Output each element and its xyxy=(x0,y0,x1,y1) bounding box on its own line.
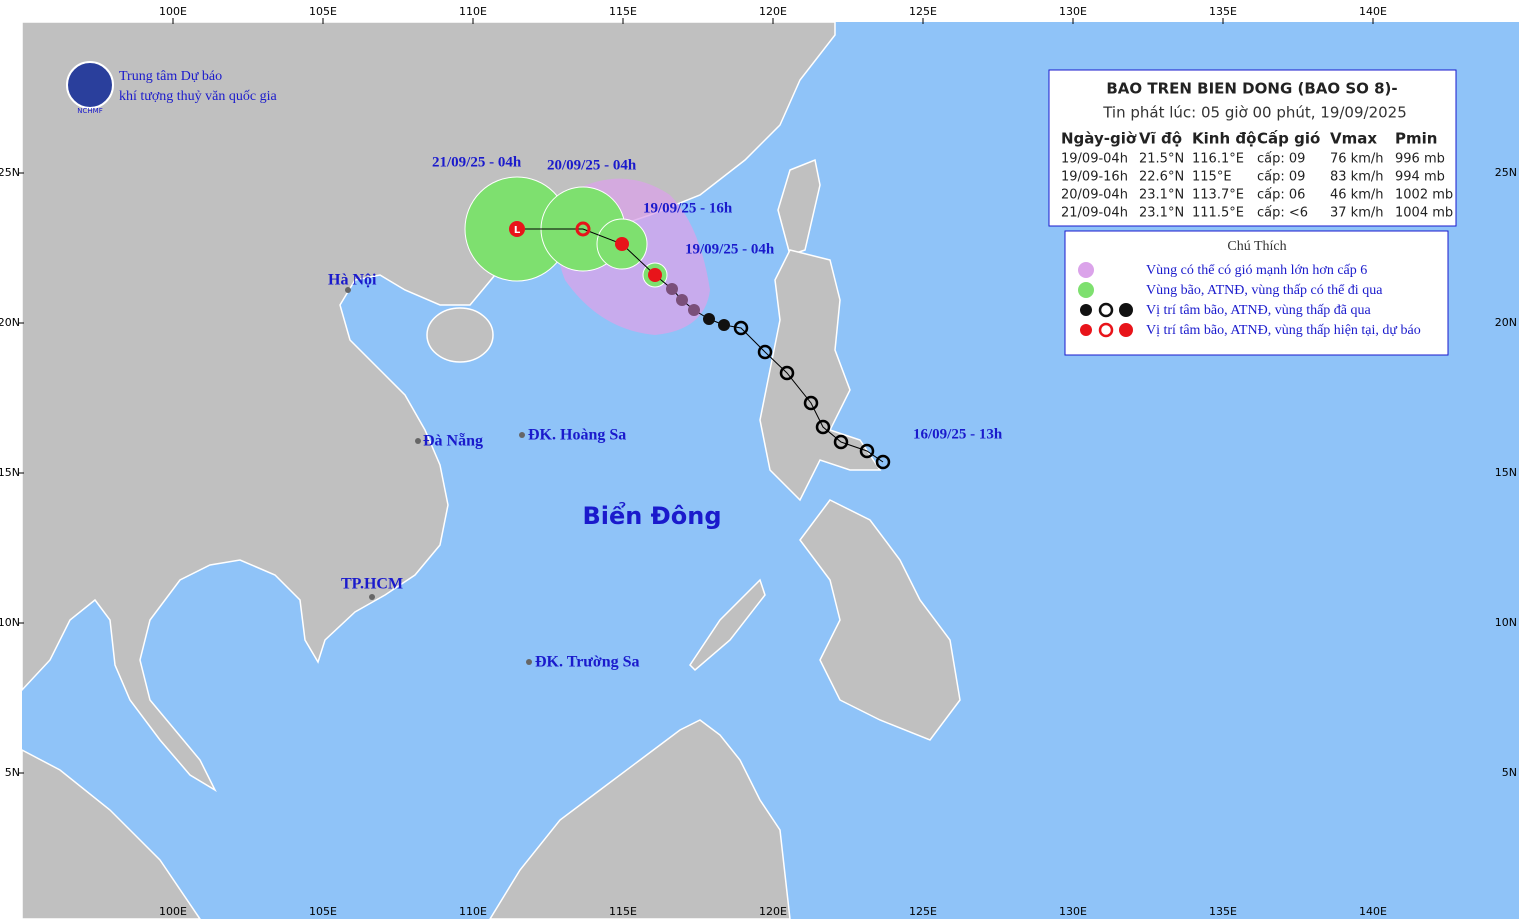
lon-label: 140E xyxy=(1359,5,1387,18)
table-cell: cấp: 09 xyxy=(1257,152,1305,167)
table-header: Cấp gió xyxy=(1257,130,1320,148)
legend-icon xyxy=(1078,262,1094,278)
table-cell: 113.7°E xyxy=(1192,188,1244,203)
table-cell: 996 mb xyxy=(1395,152,1445,167)
track-label: 21/09/25 - 04h xyxy=(432,154,522,170)
lat-label: 10N xyxy=(0,616,20,629)
table-header: Ngày-giờ xyxy=(1061,130,1137,148)
table-cell: 116.1°E xyxy=(1192,152,1244,167)
past-storm-icons xyxy=(666,283,730,331)
table-cell: cấp: 06 xyxy=(1257,188,1305,203)
table-cell: 19/09-04h xyxy=(1061,152,1128,167)
lon-label: 135E xyxy=(1209,5,1237,18)
lon-label: 130E xyxy=(1059,5,1087,18)
legend-icon xyxy=(1080,302,1133,318)
table-cell: 22.6°N xyxy=(1139,170,1184,185)
sea-label: Biển Đông xyxy=(582,500,721,530)
lon-label: 135E xyxy=(1209,905,1237,918)
legend-item: Vị trí tâm bão, ATNĐ, vùng thấp hiện tại… xyxy=(1146,323,1421,338)
table-cell: 23.1°N xyxy=(1139,206,1184,221)
table-cell: 1002 mb xyxy=(1395,188,1453,203)
table-cell: 115°E xyxy=(1192,170,1232,185)
svg-text:L: L xyxy=(514,225,521,236)
lon-label: 105E xyxy=(309,905,337,918)
legend-icon xyxy=(1080,322,1133,338)
lon-label: 100E xyxy=(159,905,187,918)
table-cell: 111.5°E xyxy=(1192,206,1244,221)
lat-label: 15N xyxy=(0,466,20,479)
legend-item: Vùng có thể có gió mạnh lớn hơn cấp 6 xyxy=(1146,263,1367,278)
table-cell: 994 mb xyxy=(1395,170,1445,185)
info-title: BAO TREN BIEN DONG (BAO SO 8)- xyxy=(1106,80,1397,98)
lon-label: 125E xyxy=(909,905,937,918)
place-label: ĐK. Trường Sa xyxy=(535,654,640,671)
track-label: 19/09/25 - 16h xyxy=(643,200,733,216)
place-label: Hà Nội xyxy=(328,272,377,289)
lon-label: 130E xyxy=(1059,905,1087,918)
lon-label: 125E xyxy=(909,5,937,18)
lon-label: 140E xyxy=(1359,905,1387,918)
table-cell: 23.1°N xyxy=(1139,188,1184,203)
table-cell: 1004 mb xyxy=(1395,206,1453,221)
info-box xyxy=(1048,69,1457,227)
lon-label: 115E xyxy=(609,905,637,918)
table-cell: 83 km/h xyxy=(1330,170,1384,185)
table-header: Pmin xyxy=(1395,130,1437,148)
track-label: 16/09/25 - 13h xyxy=(913,426,1003,442)
lon-label: 120E xyxy=(759,5,787,18)
info-issued: Tin phát lúc: 05 giờ 00 phút, 19/09/2025 xyxy=(1102,104,1407,122)
table-cell: cấp: 09 xyxy=(1257,170,1305,185)
lat-label: 5N xyxy=(1502,766,1517,779)
table-cell: cấp: <6 xyxy=(1257,206,1308,221)
table-cell: 46 km/h xyxy=(1330,188,1384,203)
legend-icon xyxy=(1078,282,1094,298)
table-cell: 21/09-04h xyxy=(1061,206,1128,221)
legend-title: Chú Thích xyxy=(1227,239,1286,254)
lon-label: 110E xyxy=(459,905,487,918)
logo-abbr: NCHMF xyxy=(77,107,102,115)
table-cell: 19/09-16h xyxy=(1061,170,1128,185)
legend-item: Vùng bão, ATNĐ, vùng thấp có thể đi qua xyxy=(1146,283,1383,298)
lon-label: 105E xyxy=(309,5,337,18)
logo xyxy=(66,61,114,109)
logo-text: Trung tâm Dự báo xyxy=(119,69,222,84)
lon-label: 120E xyxy=(759,905,787,918)
table-cell: 21.5°N xyxy=(1139,152,1184,167)
table-header: Vĩ độ xyxy=(1139,130,1182,148)
place-label: Đà Nẵng xyxy=(423,433,483,450)
forecast-positions: L xyxy=(509,221,662,282)
table-cell: 76 km/h xyxy=(1330,152,1384,167)
logo-text: khí tượng thuỷ văn quốc gia xyxy=(119,89,277,104)
lon-label: 110E xyxy=(459,5,487,18)
place-label: ĐK. Hoàng Sa xyxy=(528,427,626,444)
track-label: 19/09/25 - 04h xyxy=(685,241,775,257)
table-cell: 20/09-04h xyxy=(1061,188,1128,203)
place-dots xyxy=(345,287,532,665)
lat-label: 20N xyxy=(0,316,20,329)
lat-label: 25N xyxy=(1495,166,1517,179)
table-header: Kinh độ xyxy=(1192,130,1256,148)
lon-label: 115E xyxy=(609,5,637,18)
table-header: Vmax xyxy=(1330,130,1377,148)
lat-label: 20N xyxy=(1495,316,1517,329)
legend-item: Vị trí tâm bão, ATNĐ, vùng thấp đã qua xyxy=(1146,303,1372,318)
lat-label: 15N xyxy=(1495,466,1517,479)
track-label: 20/09/25 - 04h xyxy=(547,157,637,173)
lat-label: 25N xyxy=(0,166,20,179)
lat-label: 10N xyxy=(1495,616,1517,629)
lat-label: 5N xyxy=(5,766,20,779)
lon-label: 100E xyxy=(159,5,187,18)
place-label: TP.HCM xyxy=(341,576,403,593)
table-cell: 37 km/h xyxy=(1330,206,1384,221)
past-positions xyxy=(733,320,891,470)
